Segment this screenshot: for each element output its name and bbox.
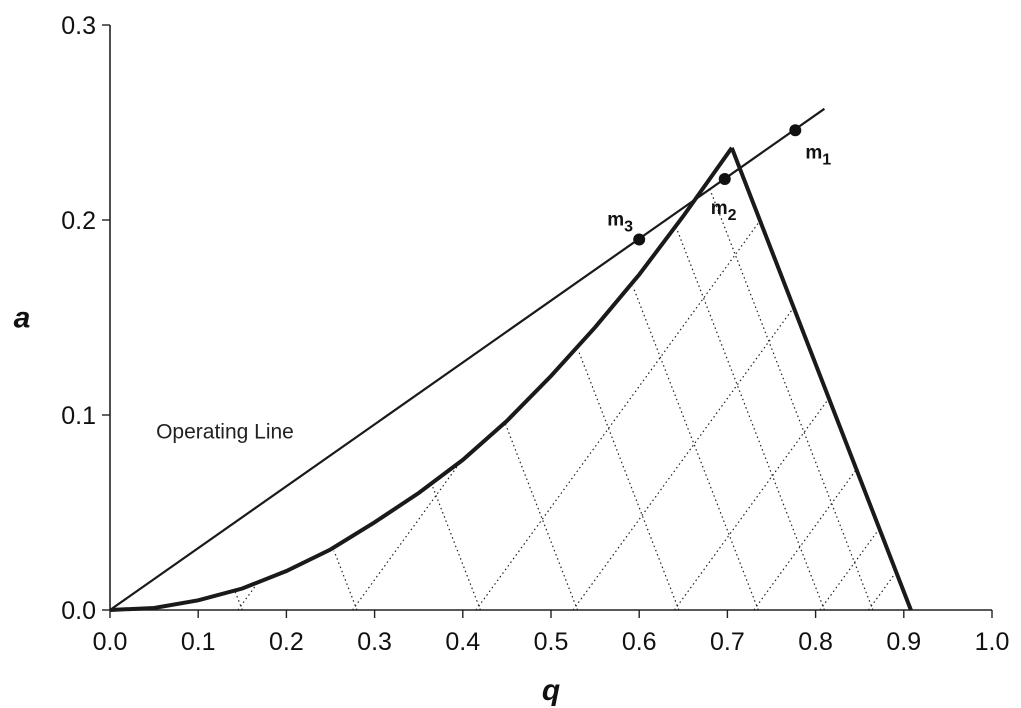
point-marker bbox=[719, 173, 731, 185]
point-label: m1 bbox=[805, 142, 831, 168]
y-axis-title: a bbox=[14, 302, 31, 335]
y-tick-label: 0.0 bbox=[61, 597, 96, 625]
y-tick-label: 0.3 bbox=[61, 12, 96, 40]
y-tick-label: 0.1 bbox=[61, 402, 96, 430]
lattice-line bbox=[754, 470, 856, 610]
x-tick-label: 1.0 bbox=[975, 628, 1010, 656]
lattice-line bbox=[433, 487, 481, 610]
x-tick-label: 0.4 bbox=[445, 628, 480, 656]
point-label-sub: 3 bbox=[624, 219, 633, 236]
lattice-line bbox=[869, 574, 896, 610]
labels-group: m1 m2 m3 Operating Line bbox=[156, 142, 831, 443]
x-tick-label: 0.0 bbox=[93, 628, 128, 656]
lattice-line bbox=[573, 308, 794, 610]
x-tick-label: 0.2 bbox=[269, 628, 304, 656]
axes: 0.0 0.1 0.2 0.3 0.4 0.5 0.6 0.7 0.8 0.9 1.0 0.0 0.1 0… bbox=[61, 12, 1009, 656]
point-label-sub: 2 bbox=[728, 207, 737, 224]
x-axis-title: q bbox=[542, 674, 560, 707]
x-tick-label: 0.9 bbox=[886, 628, 921, 656]
x-tick-label: 0.3 bbox=[357, 628, 392, 656]
x-tick-label: 0.8 bbox=[798, 628, 833, 656]
lattice-line bbox=[820, 530, 878, 610]
series-line-1 bbox=[110, 148, 732, 610]
lattice-line bbox=[675, 400, 828, 610]
lattice-line bbox=[235, 592, 242, 610]
lattice-line bbox=[578, 351, 679, 611]
lattice-line bbox=[334, 551, 357, 610]
series-line-0 bbox=[110, 109, 824, 610]
x-tick-label: 0.5 bbox=[534, 628, 569, 656]
series-group bbox=[110, 109, 911, 610]
lattice-line bbox=[505, 423, 577, 610]
annotation-label: Operating Line bbox=[156, 420, 294, 443]
x-tick-label: 0.1 bbox=[181, 628, 216, 656]
lattice-line bbox=[353, 463, 461, 611]
point-marker bbox=[789, 124, 801, 136]
lattice-line bbox=[676, 228, 824, 611]
y-tick-label: 0.2 bbox=[61, 207, 96, 235]
x-tick-label: 0.6 bbox=[622, 628, 657, 656]
point-label: m3 bbox=[607, 210, 633, 236]
lattice-line bbox=[633, 287, 758, 610]
series-line-2 bbox=[732, 148, 911, 610]
x-tick-label: 0.7 bbox=[710, 628, 745, 656]
point-label: m2 bbox=[711, 198, 737, 224]
point-label-sub: 1 bbox=[822, 151, 831, 168]
point-marker bbox=[633, 234, 645, 246]
